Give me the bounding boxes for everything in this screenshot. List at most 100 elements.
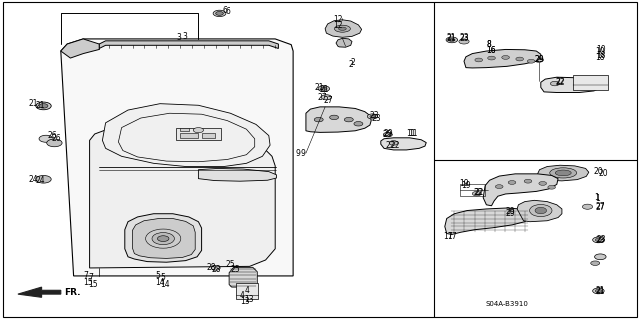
Circle shape (595, 254, 606, 260)
Text: 29: 29 (383, 130, 392, 139)
Circle shape (330, 115, 339, 120)
Circle shape (524, 179, 532, 183)
Circle shape (39, 104, 48, 108)
Text: 27: 27 (323, 96, 333, 105)
Text: 27: 27 (317, 93, 327, 102)
Ellipse shape (157, 236, 169, 241)
Text: 23: 23 (371, 114, 381, 123)
Polygon shape (336, 38, 352, 47)
Polygon shape (464, 49, 541, 68)
Polygon shape (517, 200, 562, 222)
Text: 7: 7 (88, 273, 93, 282)
Ellipse shape (335, 25, 351, 32)
Polygon shape (61, 39, 99, 58)
Circle shape (495, 185, 503, 189)
Ellipse shape (152, 233, 174, 245)
Text: 12: 12 (333, 15, 342, 24)
Text: 2: 2 (349, 60, 353, 69)
Circle shape (504, 210, 513, 214)
Circle shape (39, 135, 53, 142)
Polygon shape (132, 219, 195, 258)
Text: 23: 23 (460, 33, 469, 42)
Circle shape (216, 11, 223, 15)
Circle shape (539, 182, 547, 185)
Text: 29: 29 (534, 55, 544, 63)
Text: 21: 21 (315, 83, 324, 92)
Text: FR.: FR. (64, 288, 81, 297)
Bar (460, 184, 485, 196)
Polygon shape (125, 214, 202, 262)
Text: 16: 16 (486, 46, 496, 55)
Polygon shape (102, 104, 270, 167)
Text: 5: 5 (155, 271, 160, 280)
Text: 18: 18 (595, 53, 605, 62)
Circle shape (488, 56, 495, 60)
Text: 22: 22 (556, 78, 565, 86)
Circle shape (211, 266, 220, 270)
Text: 19: 19 (460, 179, 469, 188)
Text: 26: 26 (48, 131, 58, 140)
Text: 17: 17 (443, 232, 452, 241)
Text: 20: 20 (594, 167, 604, 176)
Text: 28: 28 (211, 265, 221, 274)
Text: 16: 16 (486, 46, 496, 55)
Text: 29: 29 (534, 55, 544, 63)
Polygon shape (90, 123, 275, 268)
Text: 21: 21 (29, 99, 38, 108)
Circle shape (593, 288, 604, 294)
Circle shape (516, 57, 524, 61)
Text: 27: 27 (595, 204, 605, 212)
Circle shape (513, 215, 522, 220)
Text: 5: 5 (160, 273, 165, 282)
Circle shape (527, 59, 535, 63)
Polygon shape (229, 267, 257, 287)
Text: 3: 3 (176, 33, 181, 42)
Polygon shape (325, 20, 362, 37)
Text: 15: 15 (88, 280, 98, 289)
Circle shape (550, 81, 559, 86)
Text: 1: 1 (595, 194, 600, 203)
Circle shape (321, 87, 327, 90)
Polygon shape (99, 41, 278, 49)
Circle shape (534, 58, 543, 62)
Text: S04A-B3910: S04A-B3910 (485, 301, 528, 307)
Text: 22: 22 (556, 78, 565, 87)
Text: 4: 4 (244, 286, 250, 295)
Circle shape (595, 289, 602, 293)
Circle shape (593, 237, 604, 243)
Ellipse shape (529, 204, 552, 217)
Circle shape (370, 115, 375, 118)
Polygon shape (483, 174, 558, 206)
Text: 6: 6 (225, 7, 230, 16)
Circle shape (383, 132, 392, 137)
Text: 25: 25 (225, 260, 235, 269)
Text: 15: 15 (83, 278, 93, 287)
Text: 21: 21 (35, 101, 45, 110)
Bar (180, 133, 198, 138)
Circle shape (213, 10, 226, 17)
Circle shape (354, 122, 363, 126)
Ellipse shape (550, 168, 577, 178)
Text: 9: 9 (301, 149, 306, 158)
Text: 8: 8 (486, 40, 491, 48)
Polygon shape (306, 107, 371, 132)
Text: 7: 7 (83, 271, 88, 280)
Circle shape (548, 185, 556, 189)
Text: 11: 11 (406, 129, 416, 138)
Text: 23: 23 (595, 236, 605, 245)
Circle shape (446, 37, 458, 43)
Text: 1: 1 (594, 193, 598, 202)
Text: 12: 12 (333, 21, 342, 30)
Text: 24: 24 (29, 175, 38, 184)
Text: 2: 2 (351, 58, 355, 67)
Text: 23: 23 (460, 34, 469, 43)
Text: 19: 19 (461, 181, 470, 189)
Text: 17: 17 (447, 232, 456, 241)
Text: 13: 13 (244, 295, 254, 304)
Circle shape (344, 117, 353, 122)
Circle shape (321, 95, 332, 100)
Bar (180, 128, 189, 131)
Text: 21: 21 (320, 85, 330, 94)
Text: 22: 22 (475, 188, 484, 197)
Text: 28: 28 (206, 263, 216, 272)
